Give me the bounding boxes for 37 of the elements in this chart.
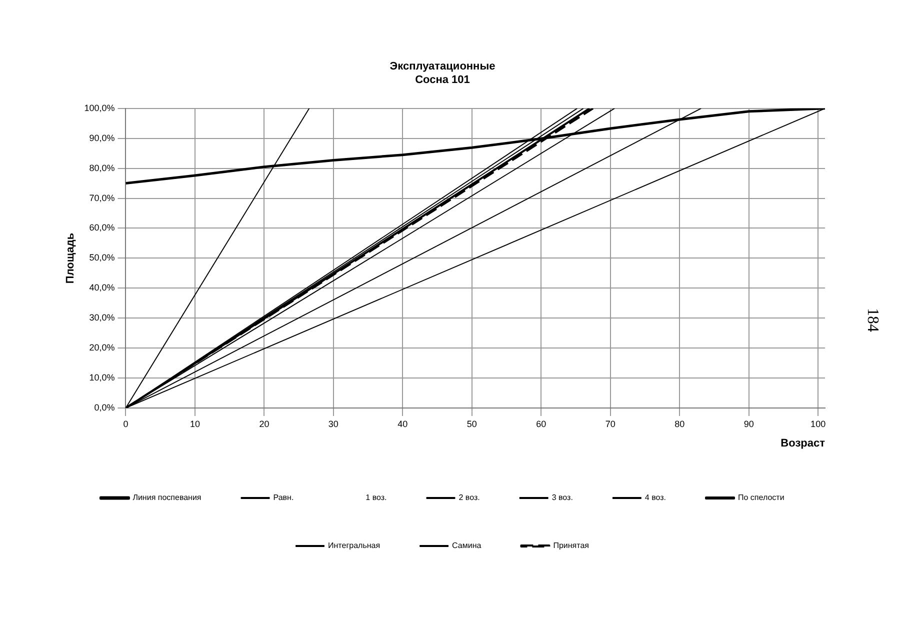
y-tick-label: 100,0% — [84, 102, 115, 113]
y-tick-label: 40,0% — [89, 282, 115, 293]
x-tick-label: 50 — [466, 418, 477, 429]
x-tick-label: 30 — [328, 418, 338, 429]
x-tick-label: 90 — [744, 418, 754, 429]
x-tick-label: 80 — [674, 418, 685, 429]
y-tick-label: 50,0% — [89, 252, 115, 263]
y-tick-label: 10,0% — [89, 372, 115, 383]
y-tick-label: 30,0% — [89, 312, 115, 323]
legend-label: Линия поспевания — [132, 493, 202, 502]
legend-label: Самина — [452, 541, 482, 550]
x-tick-label: 40 — [398, 418, 408, 429]
legend-label: Принятая — [553, 541, 589, 550]
legend-label: 3 воз. — [552, 493, 573, 502]
x-tick-label: 20 — [259, 418, 270, 429]
x-tick-label: 70 — [605, 418, 616, 429]
x-tick-label: 10 — [190, 418, 200, 429]
y-tick-label: 0,0% — [94, 402, 115, 412]
x-tick-label: 0 — [123, 418, 128, 429]
legend-label: Интегральная — [328, 541, 380, 550]
y-tick-label: 20,0% — [89, 342, 115, 353]
x-tick-label: 60 — [536, 418, 546, 429]
text: Сосна 101 — [415, 74, 470, 86]
text: 184 — [864, 308, 881, 332]
text: Эксплуатационные — [390, 60, 496, 73]
x-tick-label: 100 — [810, 418, 826, 429]
y-tick-label: 90,0% — [89, 132, 115, 143]
legend-label: 2 воз. — [458, 493, 480, 502]
y-tick-label: 70,0% — [89, 192, 115, 203]
y-axis-title: Площадь — [64, 232, 77, 284]
x-axis-title: Возраст — [780, 437, 826, 450]
text: 1 воз. — [366, 493, 387, 502]
y-tick-label: 60,0% — [89, 222, 115, 233]
y-tick-label: 80,0% — [89, 162, 115, 173]
legend-label: По спелости — [738, 493, 784, 502]
legend-label: Равн. — [273, 493, 294, 502]
legend-label: 4 воз. — [644, 493, 666, 502]
